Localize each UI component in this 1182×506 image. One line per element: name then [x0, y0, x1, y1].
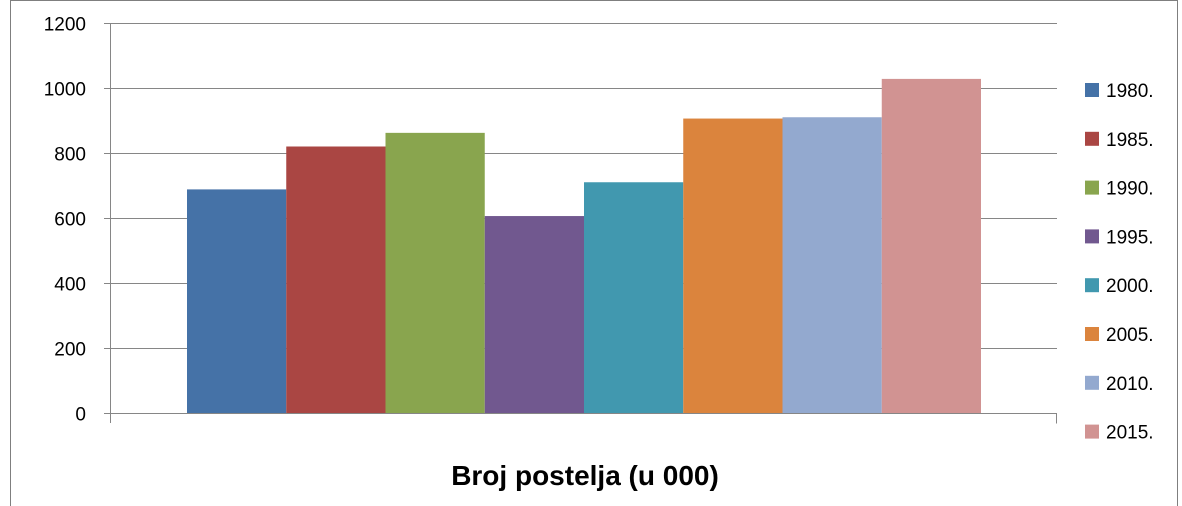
legend-label: 1995. [1106, 227, 1154, 248]
bar-2010 [782, 117, 882, 413]
legend-label: 2000. [1106, 276, 1154, 297]
y-tick-label: 1200 [44, 15, 86, 36]
legend-item: 1980. [1085, 81, 1154, 102]
legend-item: 1990. [1085, 179, 1154, 200]
legend-item: 2000. [1085, 276, 1154, 297]
bar-1980 [187, 189, 287, 413]
legend-swatch [1085, 131, 1099, 146]
legend: 1980. 1985. 1990. 1995. 2000. 2005. 2010. 2015. [1085, 81, 1154, 444]
axes [104, 23, 1057, 424]
legend-swatch [1085, 278, 1099, 293]
legend-label: 1980. [1106, 81, 1154, 102]
legend-label: 2010. [1106, 374, 1154, 395]
legend-label: 2015. [1106, 423, 1154, 444]
legend-item: 1985. [1085, 130, 1154, 151]
y-tick-label: 600 [54, 210, 86, 231]
x-axis-title: Broj postelja (u 000) [451, 460, 719, 491]
legend-swatch [1085, 229, 1099, 244]
legend-item: 2010. [1085, 374, 1154, 395]
y-tick-label: 0 [75, 405, 86, 426]
y-tick-label: 800 [54, 145, 86, 166]
legend-swatch [1085, 327, 1099, 341]
legend-label: 1990. [1106, 179, 1154, 200]
bar-1990 [385, 132, 485, 413]
legend-item: 2015. [1085, 423, 1154, 444]
y-tick-label: 1000 [44, 80, 86, 101]
y-tick-label: 400 [54, 275, 86, 296]
legend-swatch [1085, 424, 1099, 439]
y-tick-labels: 0 200 400 600 800 1000 1200 [44, 15, 86, 426]
legend-item: 1995. [1085, 227, 1154, 248]
y-tick-label: 200 [54, 340, 86, 361]
bar-2000 [584, 182, 684, 413]
bars [187, 78, 981, 414]
bar-2005 [683, 118, 783, 414]
legend-swatch [1085, 375, 1099, 390]
legend-swatch [1085, 83, 1099, 97]
legend-item: 2005. [1085, 325, 1154, 346]
legend-label: 1985. [1106, 130, 1154, 151]
legend-label: 2005. [1106, 325, 1154, 346]
legend-swatch [1085, 180, 1099, 195]
bar-2015 [881, 78, 981, 414]
bar-1995 [484, 216, 584, 413]
bar-1985 [286, 146, 386, 413]
